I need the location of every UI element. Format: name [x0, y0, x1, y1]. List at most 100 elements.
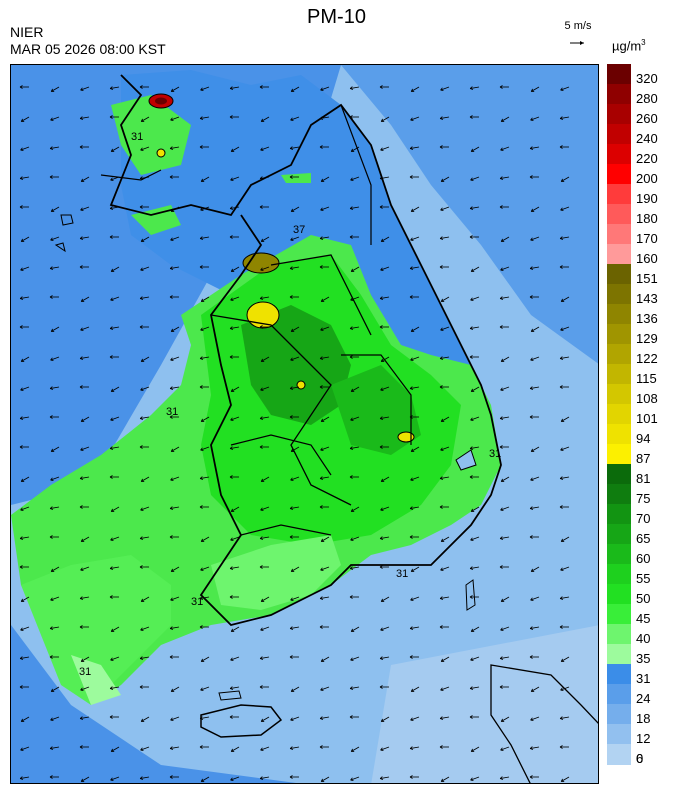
legend-swatch	[607, 184, 631, 205]
wind-arrow	[350, 656, 360, 661]
wind-arrow-head	[259, 85, 263, 89]
wind-arrow	[441, 296, 450, 302]
wind-arrow-head	[259, 296, 264, 301]
wind-arrow-head	[350, 268, 355, 272]
wind-arrow	[501, 356, 510, 362]
wind-arrow-head	[320, 538, 325, 542]
color-legend	[607, 64, 631, 765]
wind-arrow	[380, 386, 390, 391]
legend-tick-label: 115	[636, 371, 657, 386]
wind-arrow-head	[529, 386, 534, 391]
wind-arrow-head	[79, 145, 83, 149]
wind-arrow-head	[499, 205, 503, 209]
wind-arrow-head	[500, 267, 504, 272]
wind-arrow	[531, 566, 540, 572]
wind-arrow-head	[109, 355, 113, 359]
wind-arrow-head	[230, 177, 234, 182]
wind-arrow	[20, 626, 30, 631]
wind-arrow-head	[529, 266, 534, 271]
pm10-map-canvas: 37 31 31 31 31 31 31	[11, 65, 598, 783]
wind-arrow-head	[500, 507, 504, 512]
wind-arrow	[410, 146, 420, 149]
wind-arrow	[350, 416, 360, 421]
legend-swatch	[607, 464, 631, 485]
wind-arrow-head	[140, 267, 144, 272]
wind-arrow	[50, 596, 60, 601]
wind-arrow-head	[199, 236, 204, 241]
wind-arrow	[470, 176, 480, 181]
wind-arrow-head	[19, 325, 23, 329]
legend-swatch	[607, 624, 631, 645]
wind-arrow-head	[350, 748, 355, 752]
wind-arrow-head	[260, 238, 265, 242]
wind-arrow	[470, 296, 480, 301]
wind-arrow	[261, 476, 270, 482]
wind-arrow-head	[139, 656, 144, 661]
wind-arrow-head	[259, 176, 264, 181]
wind-arrow-head	[379, 296, 384, 301]
legend-tick-label: 108	[636, 391, 658, 406]
wind-arrow	[530, 146, 540, 149]
wind-arrow-head	[109, 115, 113, 119]
wind-arrow-head	[560, 327, 564, 332]
wind-arrow-head	[169, 295, 173, 299]
wind-arrow	[350, 206, 360, 209]
legend-tick-label: 122	[636, 351, 658, 366]
wind-arrow-head	[200, 778, 205, 782]
wind-arrow	[500, 416, 510, 419]
wind-arrow-head	[140, 238, 145, 242]
wind-arrow-head	[379, 176, 384, 181]
wind-arrow-head	[409, 506, 414, 511]
wind-arrow-head	[139, 325, 143, 329]
wind-arrow	[81, 296, 90, 302]
wind-arrow-head	[560, 298, 565, 302]
legend-tick-label: 35	[636, 651, 651, 666]
wind-arrow	[471, 506, 480, 512]
wind-arrow-head	[200, 327, 204, 332]
wind-arrow-head	[529, 626, 534, 631]
wind-arrow	[530, 506, 540, 509]
wind-arrow	[320, 596, 330, 599]
legend-tick-label: 60	[636, 551, 651, 566]
wind-arrow-head	[260, 627, 264, 632]
wind-arrow-head	[169, 506, 174, 511]
wind-arrow	[230, 206, 240, 209]
wind-arrow	[530, 386, 540, 389]
wind-arrow-head	[529, 775, 533, 779]
wind-arrow	[200, 116, 210, 119]
wind-arrow-head	[79, 385, 83, 389]
wind-arrow-head	[289, 506, 294, 511]
wind-arrow-head	[139, 776, 144, 781]
wind-arrow-head	[229, 326, 234, 331]
wind-arrow	[440, 596, 450, 599]
wind-arrow	[291, 446, 300, 452]
wind-arrow-head	[229, 446, 234, 451]
wind-arrow	[380, 626, 390, 631]
wind-arrow	[350, 776, 360, 781]
wind-arrow-head	[140, 118, 145, 122]
wind-arrow	[171, 86, 180, 92]
wind-arrow	[350, 296, 360, 301]
legend-tick-label: 136	[636, 311, 658, 326]
wind-arrow-head	[379, 776, 384, 781]
wind-arrow-head	[379, 565, 383, 569]
wind-arrow-head	[19, 176, 24, 181]
wind-arrow-head	[409, 655, 413, 659]
wind-arrow-head	[109, 475, 113, 479]
wind-arrow	[140, 386, 150, 391]
wind-arrow-head	[20, 147, 24, 152]
wind-arrow	[350, 176, 360, 181]
wind-arrow	[470, 776, 480, 781]
wind-arrow-head	[469, 715, 473, 719]
wind-arrow	[110, 176, 120, 181]
wind-arrow	[51, 446, 60, 452]
wind-arrow	[351, 146, 360, 152]
wind-arrow-head	[200, 687, 204, 692]
wind-arrow	[320, 566, 330, 571]
wind-arrow-head	[109, 566, 114, 571]
wind-arrow	[170, 386, 180, 389]
wind-arrow	[171, 566, 180, 572]
wind-arrow-head	[199, 145, 203, 149]
wind-arrow-head	[169, 415, 173, 419]
wind-arrow	[110, 206, 120, 209]
